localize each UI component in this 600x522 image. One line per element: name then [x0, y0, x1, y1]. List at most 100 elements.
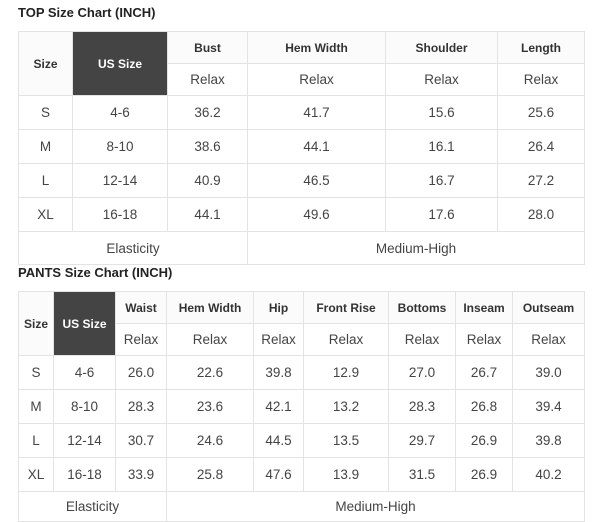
table-cell: 27.0	[388, 355, 456, 390]
table-cell: 24.6	[166, 423, 254, 458]
pants-size-table: Size US Size Waist Hem Width Hip Front Rise Bo…	[18, 291, 585, 522]
table-cell: 33.9	[115, 457, 167, 492]
table-cell: 23.6	[166, 389, 254, 424]
table-cell: M	[18, 129, 73, 164]
column-header: Inseam	[455, 291, 513, 324]
table-cell: 25.6	[497, 95, 585, 130]
table-cell: 12-14	[53, 423, 116, 458]
table-cell: 39.8	[512, 423, 585, 458]
table-cell: 4-6	[72, 95, 168, 130]
fit-subheader: Relax	[303, 323, 389, 356]
fit-subheader: Relax	[253, 323, 304, 356]
fit-subheader: Relax	[455, 323, 513, 356]
table-cell: 25.8	[166, 457, 254, 492]
table-cell: 46.5	[247, 163, 386, 198]
column-header: Bust	[167, 31, 248, 64]
table-cell: 12.9	[303, 355, 389, 390]
table-row: S 4-6 26.0 22.6 39.8 12.9 27.0 26.7 39.0	[18, 355, 585, 390]
table-cell: 26.9	[455, 423, 513, 458]
elasticity-label: Elasticity	[18, 231, 248, 265]
table-row: S 4-6 36.2 41.7 15.6 25.6	[18, 95, 585, 130]
column-header: Front Rise	[303, 291, 389, 324]
table-cell: 28.3	[115, 389, 167, 424]
table-cell: 12-14	[72, 163, 168, 198]
column-header: Hem Width	[166, 291, 254, 324]
table-cell: 13.5	[303, 423, 389, 458]
table-cell: 39.0	[512, 355, 585, 390]
table-cell: S	[18, 95, 73, 130]
size-header: Size	[18, 31, 73, 96]
table-cell: 26.7	[455, 355, 513, 390]
fit-subheader: Relax	[167, 63, 248, 96]
table-cell: 47.6	[253, 457, 304, 492]
table-cell: S	[18, 355, 54, 390]
table-cell: 26.4	[497, 129, 585, 164]
table-cell: 27.2	[497, 163, 585, 198]
table-cell: 26.9	[455, 457, 513, 492]
table-cell: L	[18, 423, 54, 458]
table-cell: 4-6	[53, 355, 116, 390]
fit-subheader: Relax	[115, 323, 167, 356]
table-row: L 12-14 30.7 24.6 44.5 13.5 29.7 26.9 39.8	[18, 423, 585, 458]
table-cell: 31.5	[388, 457, 456, 492]
table-cell: 30.7	[115, 423, 167, 458]
elasticity-label: Elasticity	[18, 491, 167, 522]
table-cell: 44.1	[247, 129, 386, 164]
table-row: M 8-10 38.6 44.1 16.1 26.4	[18, 129, 585, 164]
table-row: XL 16-18 33.9 25.8 47.6 13.9 31.5 26.9 40.2	[18, 457, 585, 492]
table-cell: 8-10	[72, 129, 168, 164]
table-cell: 49.6	[247, 197, 386, 232]
table-cell: 39.8	[253, 355, 304, 390]
table-cell: 42.1	[253, 389, 304, 424]
fit-subheader: Relax	[497, 63, 585, 96]
table-cell: 16.7	[385, 163, 498, 198]
pants-chart-title: PANTS Size Chart (INCH)	[18, 265, 173, 280]
table-row: M 8-10 28.3 23.6 42.1 13.2 28.3 26.8 39.4	[18, 389, 585, 424]
size-header: Size	[18, 291, 54, 356]
fit-subheader: Relax	[385, 63, 498, 96]
table-cell: 28.3	[388, 389, 456, 424]
table-cell: 26.8	[455, 389, 513, 424]
table-row: XL 16-18 44.1 49.6 17.6 28.0	[18, 197, 585, 232]
column-header: Length	[497, 31, 585, 64]
fit-subheader: Relax	[166, 323, 254, 356]
column-header: Hem Width	[247, 31, 386, 64]
column-header: Shoulder	[385, 31, 498, 64]
us-size-header: US Size	[72, 31, 168, 96]
us-size-header: US Size	[53, 291, 116, 356]
table-cell: 39.4	[512, 389, 585, 424]
table-cell: 29.7	[388, 423, 456, 458]
fit-subheader: Relax	[512, 323, 585, 356]
column-header: Waist	[115, 291, 167, 324]
table-cell: L	[18, 163, 73, 198]
table-cell: 36.2	[167, 95, 248, 130]
table-cell: 16-18	[53, 457, 116, 492]
table-cell: 17.6	[385, 197, 498, 232]
table-cell: 22.6	[166, 355, 254, 390]
elasticity-value: Medium-High	[247, 231, 585, 265]
top-size-table: Size US Size Bust Hem Width Shoulder Length Re…	[18, 31, 585, 265]
column-header: Bottoms	[388, 291, 456, 324]
top-chart-title: TOP Size Chart (INCH)	[18, 5, 156, 20]
table-cell: 16.1	[385, 129, 498, 164]
table-cell: M	[18, 389, 54, 424]
column-header: Hip	[253, 291, 304, 324]
fit-subheader: Relax	[247, 63, 386, 96]
table-cell: 16-18	[72, 197, 168, 232]
table-cell: 44.5	[253, 423, 304, 458]
table-cell: 26.0	[115, 355, 167, 390]
table-cell: 38.6	[167, 129, 248, 164]
table-cell: 40.9	[167, 163, 248, 198]
table-cell: 40.2	[512, 457, 585, 492]
fit-subheader: Relax	[388, 323, 456, 356]
table-cell: XL	[18, 197, 73, 232]
column-header: Outseam	[512, 291, 585, 324]
table-cell: 8-10	[53, 389, 116, 424]
table-row: L 12-14 40.9 46.5 16.7 27.2	[18, 163, 585, 198]
table-cell: 13.9	[303, 457, 389, 492]
table-cell: 13.2	[303, 389, 389, 424]
table-cell: 44.1	[167, 197, 248, 232]
table-cell: 28.0	[497, 197, 585, 232]
elasticity-value: Medium-High	[166, 491, 585, 522]
table-cell: 15.6	[385, 95, 498, 130]
